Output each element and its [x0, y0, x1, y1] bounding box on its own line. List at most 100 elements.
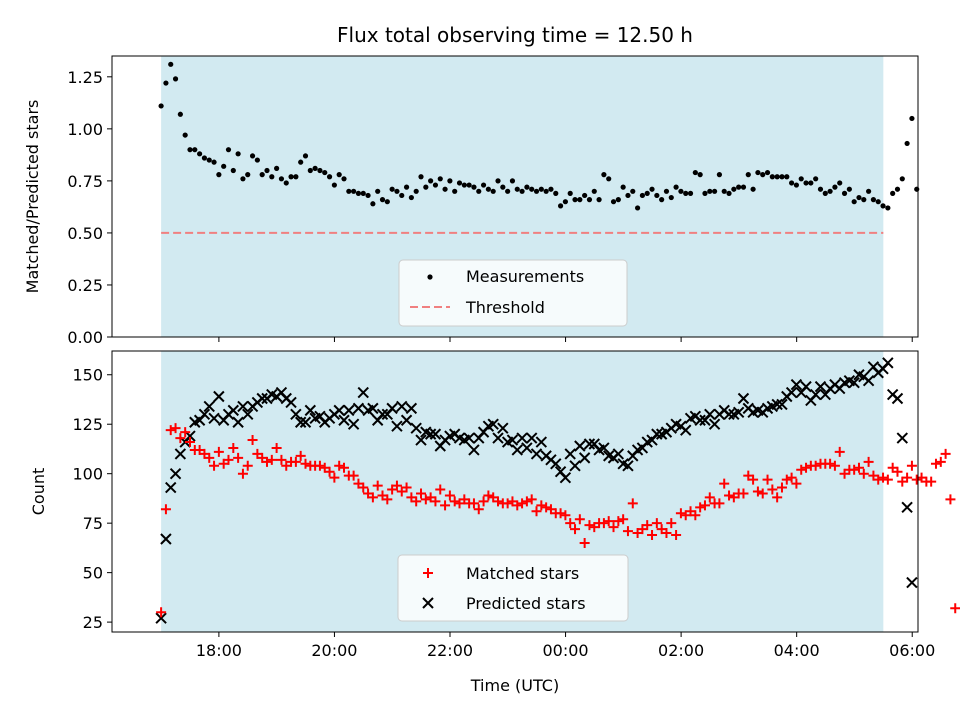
matched-star-point	[719, 478, 730, 489]
matched-star-point	[334, 460, 345, 471]
top-ytick-label: 0.00	[67, 328, 103, 347]
predicted-star-point	[367, 402, 379, 415]
predicted-star-point	[578, 452, 591, 464]
measurement-point	[808, 180, 814, 186]
measurement-point	[610, 199, 617, 205]
predicted-star-point	[891, 392, 904, 405]
measurement-point	[225, 147, 232, 153]
matched-star-point	[493, 496, 504, 507]
measurement-point	[360, 190, 366, 196]
predicted-star-point	[487, 418, 499, 430]
measurement-point	[399, 192, 405, 199]
matched-star-point	[170, 423, 181, 434]
measurement-point	[346, 188, 352, 194]
measurement-point	[654, 192, 660, 199]
matched-star-point	[935, 456, 946, 467]
matched-star-point	[757, 488, 768, 499]
predicted-star-point	[708, 418, 721, 430]
matched-star-point	[560, 510, 571, 521]
predicted-star-point	[506, 434, 519, 446]
measurement-point	[846, 186, 852, 192]
predicted-star-point	[530, 448, 543, 460]
measurement-point	[634, 205, 641, 211]
measurement-point	[591, 188, 597, 194]
top-ylabel: Matched/Predicted stars	[23, 100, 42, 294]
matched-star-point	[391, 480, 402, 491]
measurement-point	[168, 61, 174, 67]
matched-star-point	[882, 474, 893, 485]
measurement-point	[644, 190, 650, 196]
matched-star-point	[704, 492, 715, 503]
matched-star-point	[699, 500, 710, 511]
measurement-point	[452, 188, 458, 194]
measurement-point	[201, 155, 208, 161]
measurement-point	[230, 167, 236, 174]
matched-star-point	[204, 452, 215, 463]
matched-star-point	[213, 446, 224, 457]
matched-star-point	[791, 478, 802, 489]
predicted-star-point	[622, 460, 634, 472]
predicted-star-point	[651, 428, 663, 440]
matched-star-point	[411, 496, 422, 507]
predicted-star-point	[198, 408, 211, 421]
matched-star-point	[911, 474, 922, 485]
measurement-point	[726, 190, 732, 196]
matched-star-point	[348, 470, 359, 481]
matched-star-point	[184, 437, 195, 448]
matched-star-point	[440, 500, 451, 511]
matched-star-point	[829, 460, 840, 471]
top-yticks: 0.00 0.25 0.50 0.75 1.00 1.25	[67, 68, 112, 347]
top-ytick-label: 0.75	[67, 172, 103, 191]
matched-star-point	[517, 498, 528, 509]
predicted-star-point	[814, 380, 827, 393]
predicted-star-point	[294, 416, 307, 428]
measurement-point	[177, 111, 183, 117]
predicted-star-point	[525, 432, 538, 444]
measurement-point	[336, 172, 342, 178]
matched-star-point	[156, 607, 167, 618]
matched-star-point	[801, 462, 812, 473]
measurement-point	[639, 192, 646, 199]
predicted-star-point	[357, 386, 369, 399]
measurement-point	[326, 174, 333, 180]
top-ytick-label: 1.25	[67, 68, 103, 87]
measurement-point	[197, 151, 203, 157]
measurement-point	[909, 115, 915, 122]
predicted-star-point	[347, 418, 360, 430]
measurement-point	[211, 159, 217, 165]
matched-star-point	[598, 518, 609, 529]
predicted-star-point	[405, 402, 418, 415]
matched-star-point	[853, 462, 864, 473]
measurement-point	[365, 192, 371, 199]
predicted-star-point	[410, 422, 422, 434]
predicted-star-point	[299, 416, 312, 428]
measurement-point	[683, 190, 689, 196]
measurement-point	[312, 165, 318, 171]
measurement-point	[437, 176, 443, 182]
measurement-point	[890, 190, 896, 196]
measurement-point	[914, 186, 920, 192]
measurement-point	[601, 172, 607, 178]
legend-threshold-label: Threshold	[465, 298, 545, 317]
predicted-star-point	[386, 402, 398, 415]
matched-star-point	[724, 490, 735, 501]
predicted-star-point	[304, 404, 317, 417]
matched-star-point	[858, 468, 869, 479]
measurement-point	[413, 188, 419, 194]
measurement-point	[293, 174, 299, 180]
predicted-star-point	[338, 414, 350, 426]
legend-matched-marker	[423, 568, 433, 578]
measurement-point	[803, 180, 809, 186]
predicted-star-point	[203, 400, 215, 413]
measurement-point	[615, 197, 621, 203]
measurement-point	[711, 188, 718, 194]
predicted-star-point	[809, 388, 822, 401]
predicted-star-point	[333, 404, 345, 417]
measurement-point	[509, 178, 516, 184]
measurement-point	[668, 194, 674, 201]
measurement-point	[885, 205, 891, 211]
predicted-star-point	[535, 436, 548, 448]
measurement-point	[331, 182, 337, 188]
predicted-star-point	[256, 392, 268, 405]
measurement-point	[875, 199, 881, 205]
